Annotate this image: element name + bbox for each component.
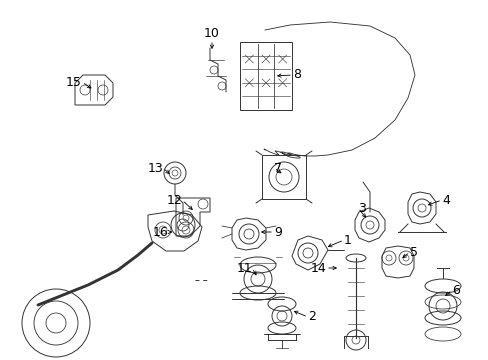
Text: 10: 10: [203, 27, 220, 40]
Text: 2: 2: [307, 310, 315, 324]
Text: 5: 5: [409, 246, 417, 258]
Text: 11: 11: [236, 261, 251, 274]
Text: 4: 4: [441, 194, 449, 207]
Text: 13: 13: [147, 162, 163, 175]
Text: 9: 9: [273, 225, 281, 238]
Text: 12: 12: [166, 194, 182, 207]
Bar: [240, 42, 291, 110]
Text: 1: 1: [343, 234, 351, 247]
Text: 8: 8: [292, 68, 301, 81]
Text: 14: 14: [309, 261, 325, 274]
Text: 15: 15: [66, 76, 82, 89]
Text: 16: 16: [152, 225, 168, 238]
Text: 6: 6: [451, 284, 459, 297]
Bar: [262, 155, 305, 199]
Text: 3: 3: [357, 202, 365, 215]
Text: 7: 7: [273, 162, 282, 175]
